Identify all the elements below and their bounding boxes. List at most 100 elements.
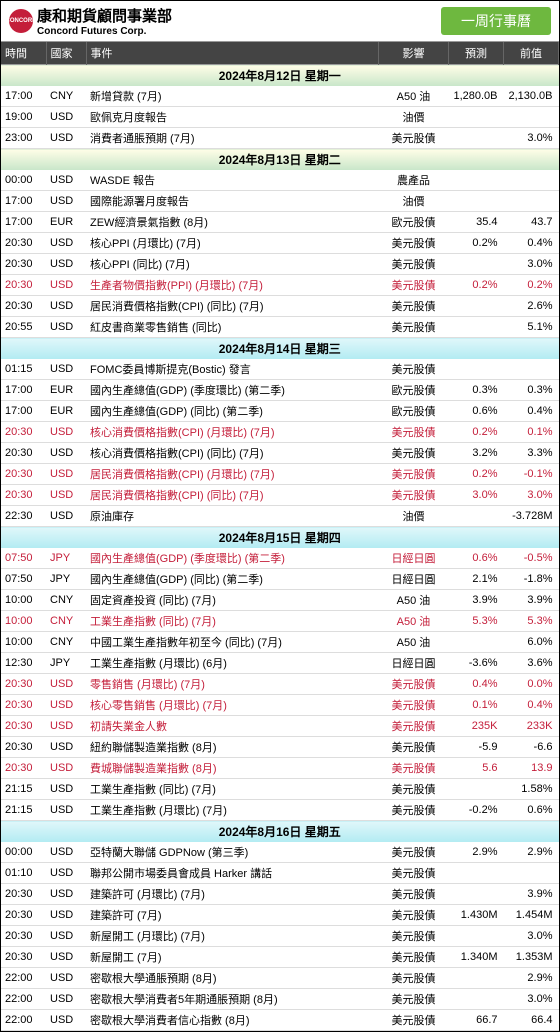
cell-impact: 美元股債 bbox=[379, 275, 449, 296]
cell-country: EUR bbox=[46, 380, 86, 401]
table-row: 07:50JPY國內生產總值(GDP) (季度環比) (第二季)日經日圓0.6%… bbox=[1, 548, 559, 569]
cell-impact: 美元股債 bbox=[379, 800, 449, 821]
cell-country: CNY bbox=[46, 86, 86, 107]
cell-country: USD bbox=[46, 191, 86, 212]
calendar-container: CONCORD 康和期貨顧問事業部 Concord Futures Corp. … bbox=[0, 0, 560, 1032]
cell-time: 20:30 bbox=[1, 926, 46, 947]
table-row: 17:00EUR國內生產總值(GDP) (同比) (第二季)歐元股債0.6%0.… bbox=[1, 401, 559, 422]
date-header-row: 2024年8月16日 星期五 bbox=[1, 821, 559, 843]
table-row: 20:30USD初請失業金人數美元股債235K233K bbox=[1, 716, 559, 737]
col-forecast: 預測 bbox=[449, 42, 504, 65]
cell-time: 20:30 bbox=[1, 947, 46, 968]
cell-forecast bbox=[449, 128, 504, 149]
cell-forecast bbox=[449, 254, 504, 275]
cell-prev: 0.4% bbox=[504, 233, 559, 254]
cell-impact: 美元股債 bbox=[379, 1010, 449, 1031]
cell-country: CNY bbox=[46, 590, 86, 611]
cell-event: WASDE 報告 bbox=[86, 170, 379, 191]
cell-time: 21:15 bbox=[1, 800, 46, 821]
table-row: 20:30USD核心消費價格指數(CPI) (月環比) (7月)美元股債0.2%… bbox=[1, 422, 559, 443]
cell-impact: 日經日圓 bbox=[379, 569, 449, 590]
cell-event: 核心零售銷售 (月環比) (7月) bbox=[86, 695, 379, 716]
cell-forecast: 0.3% bbox=[449, 380, 504, 401]
cell-event: 紐約聯儲製造業指數 (8月) bbox=[86, 737, 379, 758]
cell-event: 新屋開工 (7月) bbox=[86, 947, 379, 968]
cell-time: 20:30 bbox=[1, 233, 46, 254]
cell-impact: 美元股債 bbox=[379, 989, 449, 1010]
cell-event: 核心消費價格指數(CPI) (同比) (7月) bbox=[86, 443, 379, 464]
cell-event: 原油庫存 bbox=[86, 506, 379, 527]
cell-event: 國際能源署月度報告 bbox=[86, 191, 379, 212]
cell-time: 22:00 bbox=[1, 989, 46, 1010]
cell-prev: 13.9 bbox=[504, 758, 559, 779]
cell-time: 20:30 bbox=[1, 716, 46, 737]
cell-event: 中國工業生產指數年初至今 (同比) (7月) bbox=[86, 632, 379, 653]
cell-event: 建築許可 (月環比) (7月) bbox=[86, 884, 379, 905]
cell-time: 22:00 bbox=[1, 968, 46, 989]
cell-prev bbox=[504, 863, 559, 884]
cell-forecast bbox=[449, 779, 504, 800]
cell-prev: 2,130.0B bbox=[504, 86, 559, 107]
cell-impact: A50 油 bbox=[379, 632, 449, 653]
table-row: 00:00USDWASDE 報告農產品 bbox=[1, 170, 559, 191]
cell-forecast: 35.4 bbox=[449, 212, 504, 233]
table-row: 20:55USD紅皮書商業零售銷售 (同比)美元股債5.1% bbox=[1, 317, 559, 338]
cell-country: USD bbox=[46, 443, 86, 464]
cell-event: 國內生產總值(GDP) (同比) (第二季) bbox=[86, 569, 379, 590]
cell-time: 17:00 bbox=[1, 86, 46, 107]
cell-country: USD bbox=[46, 464, 86, 485]
cell-country: USD bbox=[46, 422, 86, 443]
table-row: 20:30USD費城聯儲製造業指數 (8月)美元股債5.613.9 bbox=[1, 758, 559, 779]
cell-country: USD bbox=[46, 737, 86, 758]
cell-country: USD bbox=[46, 296, 86, 317]
cell-forecast: 3.9% bbox=[449, 590, 504, 611]
cell-time: 10:00 bbox=[1, 611, 46, 632]
cell-event: FOMC委員博斯提克(Bostic) 發言 bbox=[86, 359, 379, 380]
cell-event: 歐佩克月度報告 bbox=[86, 107, 379, 128]
cell-prev: 0.4% bbox=[504, 401, 559, 422]
cell-impact: 美元股債 bbox=[379, 905, 449, 926]
cell-time: 20:30 bbox=[1, 905, 46, 926]
date-label: 2024年8月15日 星期四 bbox=[1, 527, 559, 549]
cell-country: USD bbox=[46, 863, 86, 884]
cell-forecast bbox=[449, 317, 504, 338]
cell-time: 20:30 bbox=[1, 275, 46, 296]
cell-impact: A50 油 bbox=[379, 590, 449, 611]
cell-forecast: 0.2% bbox=[449, 233, 504, 254]
cell-event: 居民消費價格指數(CPI) (同比) (7月) bbox=[86, 296, 379, 317]
cell-prev: 0.3% bbox=[504, 380, 559, 401]
cell-country: USD bbox=[46, 128, 86, 149]
cell-event: 聯邦公開市場委員會成員 Harker 講話 bbox=[86, 863, 379, 884]
cell-impact: 美元股債 bbox=[379, 359, 449, 380]
cell-prev: 2.6% bbox=[504, 296, 559, 317]
table-row: 23:00USD消費者通脹預期 (7月)美元股債3.0% bbox=[1, 128, 559, 149]
cell-event: 國內生產總值(GDP) (同比) (第二季) bbox=[86, 401, 379, 422]
cell-country: JPY bbox=[46, 653, 86, 674]
cell-event: 國內生產總值(GDP) (季度環比) (第二季) bbox=[86, 548, 379, 569]
cell-event: 費城聯儲製造業指數 (8月) bbox=[86, 758, 379, 779]
cell-time: 23:00 bbox=[1, 128, 46, 149]
weekly-calendar-button[interactable]: 一周行事曆 bbox=[441, 7, 551, 35]
cell-impact: 美元股債 bbox=[379, 947, 449, 968]
cell-country: USD bbox=[46, 716, 86, 737]
cell-country: USD bbox=[46, 926, 86, 947]
table-row: 17:00EUR國內生產總值(GDP) (季度環比) (第二季)歐元股債0.3%… bbox=[1, 380, 559, 401]
cell-forecast: 1.340M bbox=[449, 947, 504, 968]
cell-impact: 美元股債 bbox=[379, 233, 449, 254]
cell-forecast: 0.6% bbox=[449, 401, 504, 422]
cell-country: USD bbox=[46, 842, 86, 863]
cell-impact: 農產品 bbox=[379, 170, 449, 191]
cell-impact: A50 油 bbox=[379, 86, 449, 107]
cell-prev: 1.353M bbox=[504, 947, 559, 968]
cell-impact: 美元股債 bbox=[379, 674, 449, 695]
table-row: 10:00CNY工業生產指數 (同比) (7月)A50 油5.3%5.3% bbox=[1, 611, 559, 632]
cell-country: USD bbox=[46, 947, 86, 968]
table-row: 10:00CNY固定資產投資 (同比) (7月)A50 油3.9%3.9% bbox=[1, 590, 559, 611]
cell-prev: 5.1% bbox=[504, 317, 559, 338]
cell-forecast: 0.6% bbox=[449, 548, 504, 569]
table-row: 07:50JPY國內生產總值(GDP) (同比) (第二季)日經日圓2.1%-1… bbox=[1, 569, 559, 590]
col-country: 國家 bbox=[46, 42, 86, 65]
cell-prev: -3.728M bbox=[504, 506, 559, 527]
cell-time: 17:00 bbox=[1, 401, 46, 422]
date-header-row: 2024年8月13日 星期二 bbox=[1, 149, 559, 171]
